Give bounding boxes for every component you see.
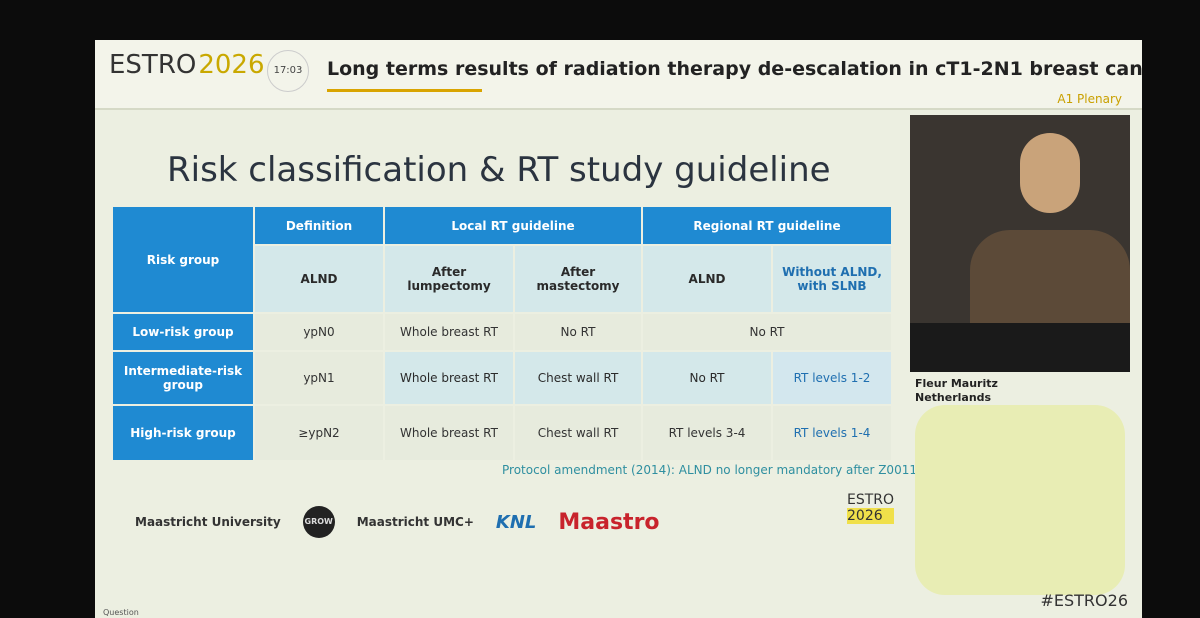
cell: No RT <box>643 352 771 404</box>
decoration <box>915 405 1125 595</box>
cell: Intermediate-risk group <box>113 352 253 404</box>
logo-row: Maastricht University GROW Maastricht UM… <box>135 506 660 538</box>
cell: After mastectomy <box>515 246 641 312</box>
cell: After lumpectomy <box>385 246 513 312</box>
cell: Whole breast RT <box>385 352 513 404</box>
logo-text: 2026 <box>847 508 895 524</box>
top-bar: ESTRO2026 17:03 Long terms results of ra… <box>95 40 1142 110</box>
question-button[interactable]: Question <box>103 608 139 617</box>
speaker-video <box>910 115 1130 372</box>
logo-text: GROW <box>302 506 335 538</box>
cell: Regional RT guideline <box>643 207 891 244</box>
logo-text: Maastro <box>558 509 660 535</box>
cell: ypN0 <box>255 314 383 350</box>
cell: ALND <box>255 246 383 312</box>
cell: RT levels 1-4 <box>773 406 891 460</box>
risk-table: Risk group Definition Local RT guideline… <box>111 205 893 462</box>
talk-title: Long terms results of radiation therapy … <box>327 58 1142 80</box>
cell: ≥ypN2 <box>255 406 383 460</box>
speaker-caption: Fleur Mauritz Netherlands <box>915 377 998 405</box>
logo-text: ESTRO <box>847 492 895 508</box>
cell: RT levels 3-4 <box>643 406 771 460</box>
logo-text: Maastricht UMC+ <box>356 515 474 529</box>
speaker-name: Fleur Mauritz <box>915 377 998 390</box>
podium <box>910 323 1130 372</box>
cell: Without ALND, with SLNB <box>773 246 891 312</box>
hashtag: #ESTRO26 <box>1040 591 1128 610</box>
cell: No RT <box>515 314 641 350</box>
note: Protocol amendment (2014): ALND no longe… <box>502 463 917 477</box>
progress <box>327 89 482 92</box>
cell: Risk group <box>113 207 253 312</box>
cell: Whole breast RT <box>385 314 513 350</box>
cell: Chest wall RT <box>515 406 641 460</box>
slide-screen: ESTRO2026 17:03 Long terms results of ra… <box>95 40 1142 618</box>
corner-logo: ESTRO 2026 <box>847 492 895 524</box>
cell: Definition <box>255 207 383 244</box>
cell: Whole breast RT <box>385 406 513 460</box>
speaker-head <box>1020 133 1080 213</box>
speaker-country: Netherlands <box>915 391 992 404</box>
cell: Chest wall RT <box>515 352 641 404</box>
cell: Local RT guideline <box>385 207 641 244</box>
cell: ypN1 <box>255 352 383 404</box>
cell: Low-risk group <box>113 314 253 350</box>
cell: High-risk group <box>113 406 253 460</box>
logo-text: ESTRO <box>109 50 197 80</box>
slide-title: Risk classification & RT study guideline <box>167 150 831 190</box>
logo: ESTRO2026 <box>109 50 265 80</box>
cell: RT levels 1-2 <box>773 352 891 404</box>
clock: 17:03 <box>267 50 309 92</box>
session: A1 Plenary <box>1057 92 1122 106</box>
logo-text: KNL <box>495 511 537 533</box>
logo-text: Maastricht University <box>135 515 281 529</box>
logo-year: 2026 <box>198 50 265 80</box>
cell: ALND <box>643 246 771 312</box>
cell: No RT <box>643 314 891 350</box>
